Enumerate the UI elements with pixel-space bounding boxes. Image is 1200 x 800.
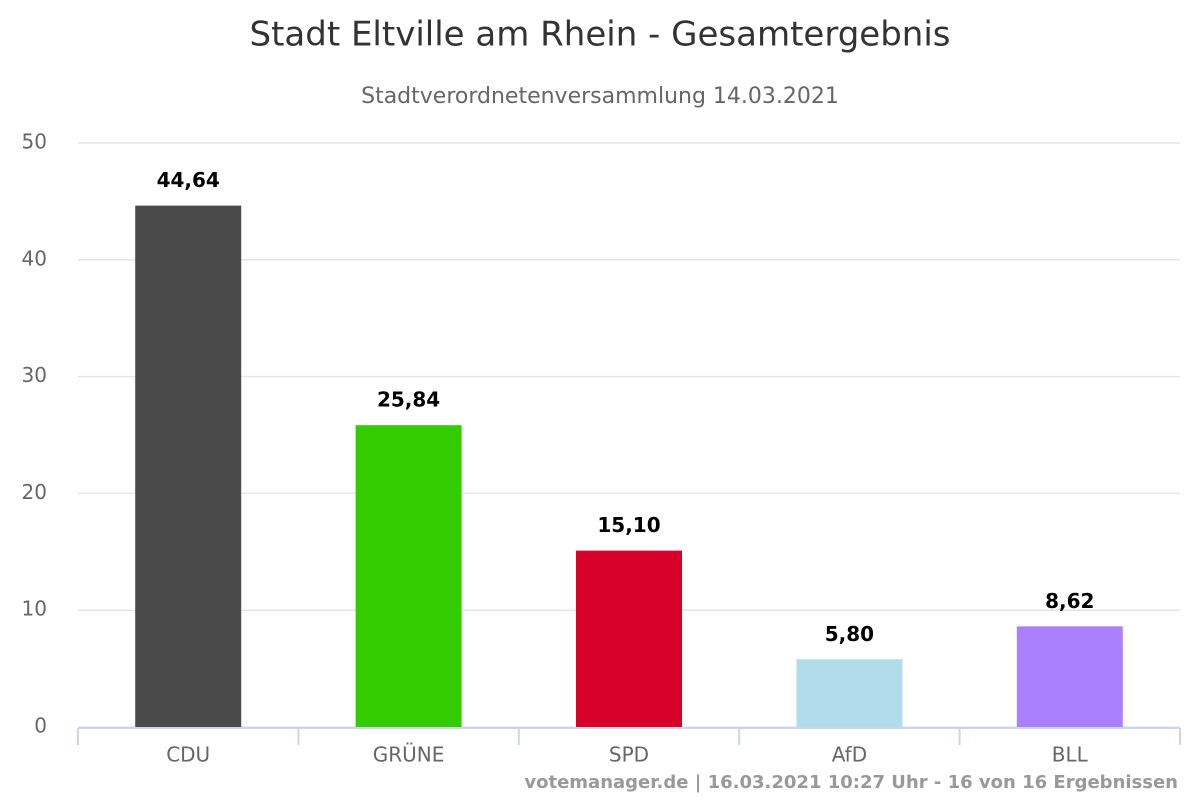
value-label: 8,62 <box>1045 589 1094 613</box>
y-tick-label: 50 <box>22 130 47 154</box>
y-tick-label: 10 <box>22 597 47 621</box>
bar <box>576 550 682 727</box>
y-tick-label: 20 <box>22 480 47 504</box>
x-tick-label: BLL <box>1052 743 1089 767</box>
y-tick-label: 0 <box>34 714 47 738</box>
credits: votemanager.de | 16.03.2021 10:27 Uhr - … <box>524 772 1178 793</box>
bar <box>796 659 903 727</box>
value-label: 25,84 <box>377 388 440 412</box>
y-tick-label: 40 <box>22 246 47 270</box>
bar <box>355 425 462 727</box>
chart-subtitle: Stadtverordnetenversammlung 14.03.2021 <box>361 84 839 109</box>
x-tick-label: GRÜNE <box>373 743 445 767</box>
chart-title: Stadt Eltville am Rhein - Gesamtergebnis <box>249 15 950 55</box>
value-label: 44,64 <box>157 168 220 192</box>
value-label: 15,10 <box>597 513 660 537</box>
bar <box>135 205 242 727</box>
x-tick-label: SPD <box>609 743 649 767</box>
bar <box>1016 626 1123 727</box>
x-tick-label: AfD <box>832 743 867 767</box>
x-tick-label: CDU <box>166 743 210 767</box>
value-label: 5,80 <box>825 622 874 646</box>
y-tick-label: 30 <box>22 363 47 387</box>
